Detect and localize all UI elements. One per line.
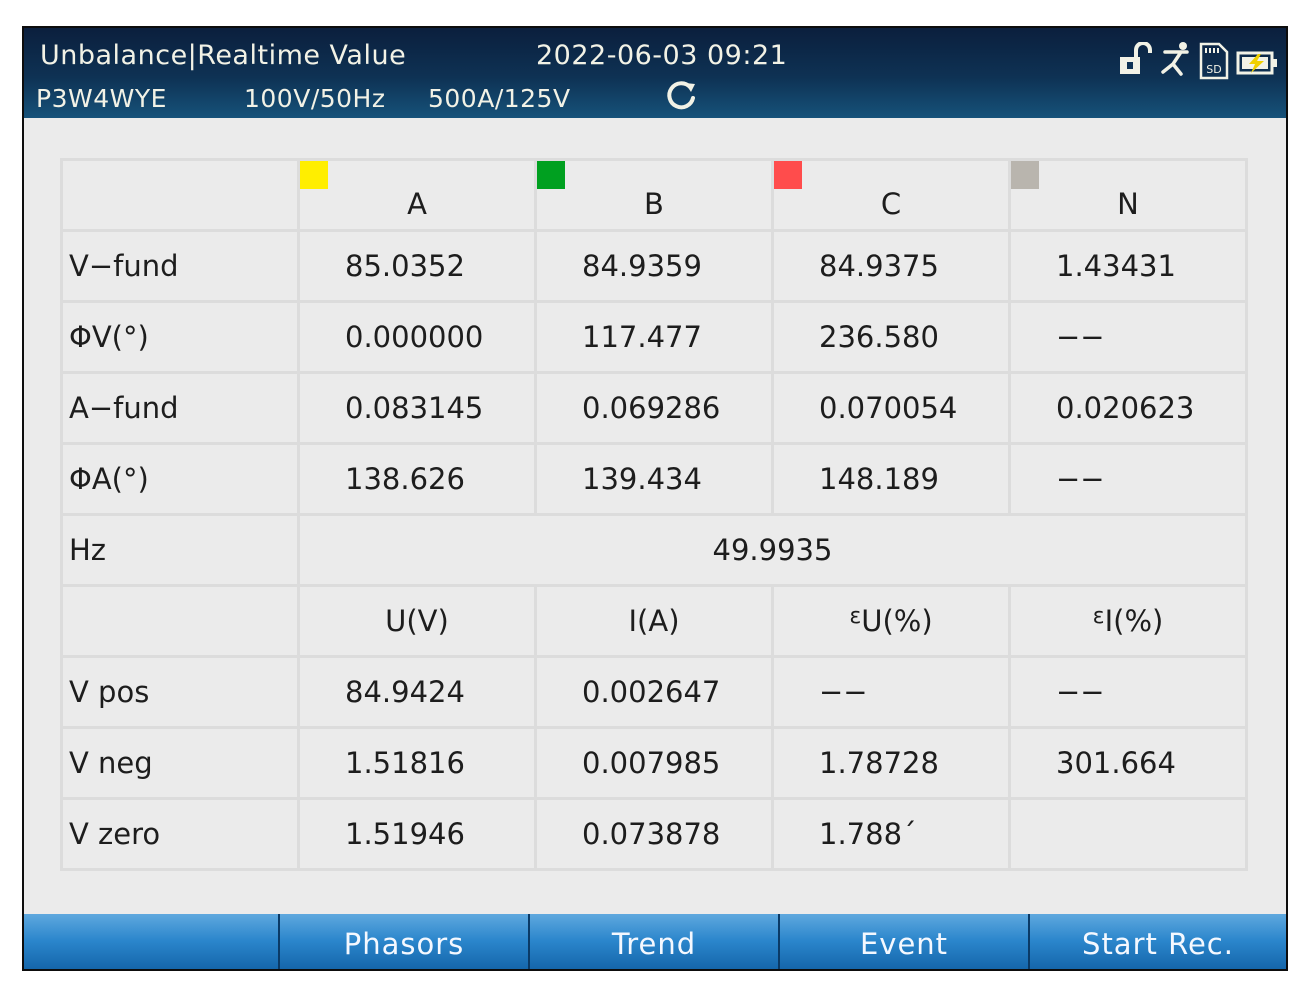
v-zero-u: 1.51946	[297, 797, 537, 871]
v-pos-ei: −−	[1008, 655, 1248, 729]
phase-v-n: −−	[1008, 300, 1248, 374]
battery-charging-icon	[1236, 51, 1277, 75]
v-fund-a: 85.0352	[297, 229, 537, 303]
refresh-icon[interactable]	[664, 78, 700, 114]
wiring-mode: P3W4WYE	[36, 84, 167, 113]
unbalance-table: A B C N V−fund 85.0352 84.9359 84.9375 1…	[60, 158, 1248, 871]
phase-a-swatch	[300, 161, 328, 189]
phase-a-a: 138.626	[297, 442, 537, 516]
start-recording-button[interactable]: Start Rec.	[1030, 914, 1286, 969]
row-label-phase-v: ΦV(°)	[60, 300, 300, 374]
event-button[interactable]: Event	[780, 914, 1030, 969]
v-neg-eu: 1.78728	[771, 726, 1011, 800]
v-neg-i: 0.007985	[534, 726, 774, 800]
v-zero-eu: 1.788´	[771, 797, 1011, 871]
sequence-header-row: U(V) I(A) εU(%) εI(%)	[60, 584, 1248, 658]
v-pos-i: 0.002647	[534, 655, 774, 729]
phase-v-b: 117.477	[534, 300, 774, 374]
instrument-screen: Unbalance|Realtime Value 2022-06-03 09:2…	[22, 26, 1288, 971]
corner-cell	[60, 158, 300, 232]
row-label-v-neg: V neg	[60, 726, 300, 800]
a-fund-c: 0.070054	[771, 371, 1011, 445]
phase-a-label: A	[407, 187, 427, 221]
phase-b-swatch	[537, 161, 565, 189]
phase-n-swatch	[1011, 161, 1039, 189]
date-time: 2022-06-03 09:21	[536, 40, 788, 71]
table-row: ΦV(°) 0.000000 117.477 236.580 −−	[60, 300, 1248, 374]
table-row: A−fund 0.083145 0.069286 0.070054 0.0206…	[60, 371, 1248, 445]
row-label-v-fund: V−fund	[60, 229, 300, 303]
v-zero-ei	[1008, 797, 1248, 871]
seq-header-i: I(A)	[534, 584, 774, 658]
v-pos-u: 84.9424	[297, 655, 537, 729]
phase-header-row: A B C N	[60, 158, 1248, 232]
svg-text:SD: SD	[1206, 63, 1221, 76]
phase-b-header: B	[534, 158, 774, 232]
row-label-phase-a: ΦA(°)	[60, 442, 300, 516]
row-label-v-zero: V zero	[60, 797, 300, 871]
seq-header-u: U(V)	[297, 584, 537, 658]
lock-open-icon	[1120, 42, 1152, 74]
v-fund-c: 84.9375	[771, 229, 1011, 303]
phase-v-c: 236.580	[771, 300, 1011, 374]
phase-a-header: A	[297, 158, 537, 232]
clamp-range: 500A/125V	[428, 84, 571, 113]
row-label-hz: Hz	[60, 513, 300, 587]
phase-c-header: C	[771, 158, 1011, 232]
a-fund-b: 0.069286	[534, 371, 774, 445]
row-label-v-pos: V pos	[60, 655, 300, 729]
phase-c-label: C	[880, 187, 902, 221]
frequency-value: 49.9935	[297, 513, 1248, 587]
v-neg-ei: 301.664	[1008, 726, 1248, 800]
seq-header-eu-label: U(%)	[861, 604, 933, 638]
person-icon	[1161, 42, 1189, 76]
function-key-1[interactable]	[24, 914, 280, 969]
v-pos-eu: −−	[771, 655, 1011, 729]
phase-v-a: 0.000000	[297, 300, 537, 374]
seq-header-ei: εI(%)	[1008, 584, 1248, 658]
epsilon-symbol: ε	[1092, 604, 1105, 629]
epsilon-symbol: ε	[849, 604, 862, 629]
row-label-a-fund: A−fund	[60, 371, 300, 445]
v-neg-u: 1.51816	[297, 726, 537, 800]
phasors-button[interactable]: Phasors	[280, 914, 530, 969]
a-fund-n: 0.020623	[1008, 371, 1248, 445]
screen-title: Unbalance|Realtime Value	[40, 40, 407, 71]
phase-c-swatch	[774, 161, 802, 189]
phase-a-b: 139.434	[534, 442, 774, 516]
seq-header-ei-label: I(%)	[1104, 604, 1164, 638]
table-row: Hz 49.9935	[60, 513, 1248, 587]
table-row: ΦA(°) 138.626 139.434 148.189 −−	[60, 442, 1248, 516]
status-header: Unbalance|Realtime Value 2022-06-03 09:2…	[24, 28, 1286, 118]
corner-cell	[60, 584, 300, 658]
trend-button[interactable]: Trend	[530, 914, 780, 969]
v-zero-i: 0.073878	[534, 797, 774, 871]
phase-n-header: N	[1008, 158, 1248, 232]
phase-a-c: 148.189	[771, 442, 1011, 516]
v-fund-n: 1.43431	[1008, 229, 1248, 303]
function-key-bar: Phasors Trend Event Start Rec.	[24, 914, 1286, 969]
table-row: V neg 1.51816 0.007985 1.78728 301.664	[60, 726, 1248, 800]
phase-b-label: B	[644, 187, 664, 221]
table-row: V−fund 85.0352 84.9359 84.9375 1.43431	[60, 229, 1248, 303]
a-fund-a: 0.083145	[297, 371, 537, 445]
seq-header-eu: εU(%)	[771, 584, 1011, 658]
table-row: V pos 84.9424 0.002647 −− −−	[60, 655, 1248, 729]
sd-card-icon: SD	[1199, 42, 1229, 80]
v-fund-b: 84.9359	[534, 229, 774, 303]
nominal-voltage-frequency: 100V/50Hz	[244, 84, 386, 113]
phase-n-label: N	[1117, 187, 1139, 221]
phase-a-n: −−	[1008, 442, 1248, 516]
table-row: V zero 1.51946 0.073878 1.788´	[60, 797, 1248, 871]
